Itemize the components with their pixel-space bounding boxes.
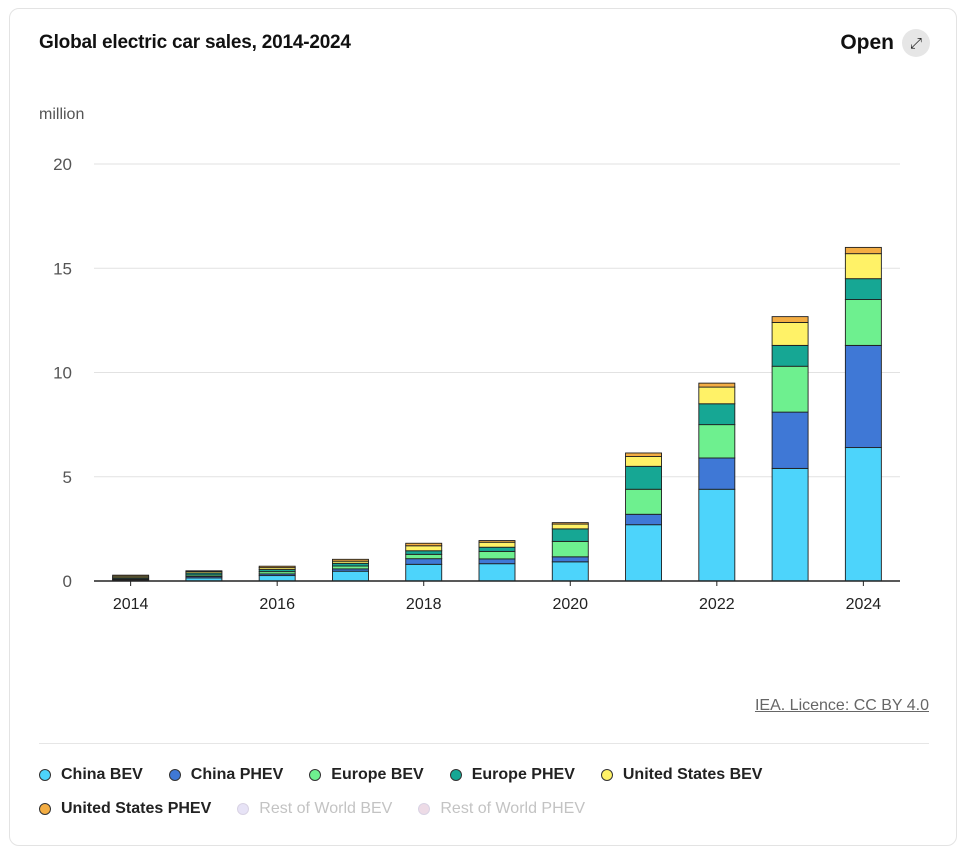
bar-segment xyxy=(625,452,662,457)
y-tick-label: 0 xyxy=(63,572,72,591)
y-tick-label: 20 xyxy=(53,155,72,174)
bar-segment xyxy=(625,456,662,467)
bar-segment xyxy=(551,556,589,563)
legend-item[interactable]: Rest of World BEV xyxy=(237,799,392,819)
bar-segment xyxy=(771,467,809,582)
x-tick-label: 2016 xyxy=(259,596,295,613)
bar-segment xyxy=(771,411,809,469)
chart-title: Global electric car sales, 2014-2024 xyxy=(39,32,351,53)
legend-swatch xyxy=(39,803,51,815)
expand-arrow-icon: ⤢ xyxy=(902,29,930,57)
legend-label: United States BEV xyxy=(622,766,763,783)
legend-label: Rest of World BEV xyxy=(259,800,393,817)
legend-swatch xyxy=(600,769,613,781)
x-tick-label: 2014 xyxy=(113,596,149,613)
legend-item[interactable]: China BEV xyxy=(39,765,143,785)
legend: China BEV China PHEV Europe BEV Europe PHEV… xyxy=(39,765,919,819)
bar-segment xyxy=(332,570,369,582)
bar-segment xyxy=(405,545,443,552)
y-tick-label: 5 xyxy=(63,468,72,487)
bar-segment xyxy=(551,523,589,530)
bar-segment xyxy=(771,365,809,413)
bar-segment xyxy=(625,513,662,526)
bar-segment xyxy=(844,344,882,449)
legend-item[interactable]: Rest of World PHEV xyxy=(418,799,585,819)
x-tick-label: 2020 xyxy=(552,596,588,613)
bar-segment xyxy=(112,574,150,577)
bar-segment xyxy=(771,322,809,346)
bar-segment xyxy=(405,563,443,582)
x-tick-label: 2024 xyxy=(846,596,882,613)
bar-segment xyxy=(478,540,516,543)
legend-label: Europe PHEV xyxy=(471,766,575,783)
y-tick-label: 10 xyxy=(53,364,72,383)
bar-segment xyxy=(625,488,662,515)
open-button[interactable]: Open ⤢ xyxy=(840,29,930,57)
x-tick-label: 2018 xyxy=(406,596,442,613)
x-tick-label: 2022 xyxy=(699,596,735,613)
bar-segment xyxy=(551,561,589,582)
bar-segment xyxy=(551,528,589,542)
bar-segment xyxy=(844,278,882,300)
bar-segment xyxy=(185,570,223,573)
legend-item[interactable]: Europe BEV xyxy=(309,765,424,785)
legend-swatch xyxy=(418,803,431,815)
source-link[interactable]: IEA. Licence: CC BY 4.0 xyxy=(754,697,929,714)
legend-item[interactable]: United States BEV xyxy=(600,765,763,785)
bar-segment xyxy=(478,546,516,552)
legend-swatch xyxy=(168,769,181,781)
y-axis-unit-label: million xyxy=(39,106,85,123)
legend-label: China BEV xyxy=(61,766,143,783)
open-label: Open xyxy=(840,31,894,54)
bar-segment xyxy=(698,488,736,582)
legend-swatch xyxy=(237,803,250,815)
bar-segment xyxy=(405,558,443,565)
bar-segment xyxy=(551,522,589,525)
bar-segment xyxy=(478,550,516,560)
bar-segment xyxy=(625,524,662,582)
legend-swatch xyxy=(449,769,462,781)
bar-segment xyxy=(625,465,662,490)
bar-segment xyxy=(478,563,516,582)
legend-divider xyxy=(39,743,929,744)
bar-segment xyxy=(332,558,369,562)
y-tick-label: 15 xyxy=(53,259,72,278)
bar-segment xyxy=(771,316,809,323)
bar-segment xyxy=(405,550,443,555)
legend-label: United States PHEV xyxy=(61,800,212,817)
legend-swatch xyxy=(309,769,322,781)
bar-segment xyxy=(551,540,589,558)
bar-segment xyxy=(844,246,882,255)
bar-segment xyxy=(258,565,296,569)
bar-segment xyxy=(771,344,809,367)
bar-segment xyxy=(698,382,736,388)
bar-segment xyxy=(698,386,736,405)
bar-segment xyxy=(478,541,516,548)
chart-card: Global electric car sales, 2014-2024 Ope… xyxy=(9,8,957,846)
bar-segment xyxy=(405,553,443,560)
legend-item[interactable]: China PHEV xyxy=(168,765,284,785)
stacked-bar-chart: 0 5 10 15 20 2014 2016 2018 2020 2022 2024 xyxy=(53,155,900,613)
bar-segment xyxy=(405,542,443,547)
bar-segment xyxy=(698,424,736,459)
legend-label: China PHEV xyxy=(190,766,284,783)
bar-segment xyxy=(844,299,882,346)
bar-segment xyxy=(258,575,296,582)
bar-segment xyxy=(844,447,882,582)
bar-segment xyxy=(698,403,736,426)
legend-item[interactable]: Europe PHEV xyxy=(449,765,575,785)
bar-segment xyxy=(844,253,882,280)
bar-segment xyxy=(478,558,516,565)
legend-label: Rest of World PHEV xyxy=(440,800,585,817)
bar-segment xyxy=(698,457,736,490)
legend-label: Europe BEV xyxy=(331,766,424,783)
legend-swatch xyxy=(39,769,51,781)
legend-item[interactable]: United States PHEV xyxy=(39,799,211,819)
